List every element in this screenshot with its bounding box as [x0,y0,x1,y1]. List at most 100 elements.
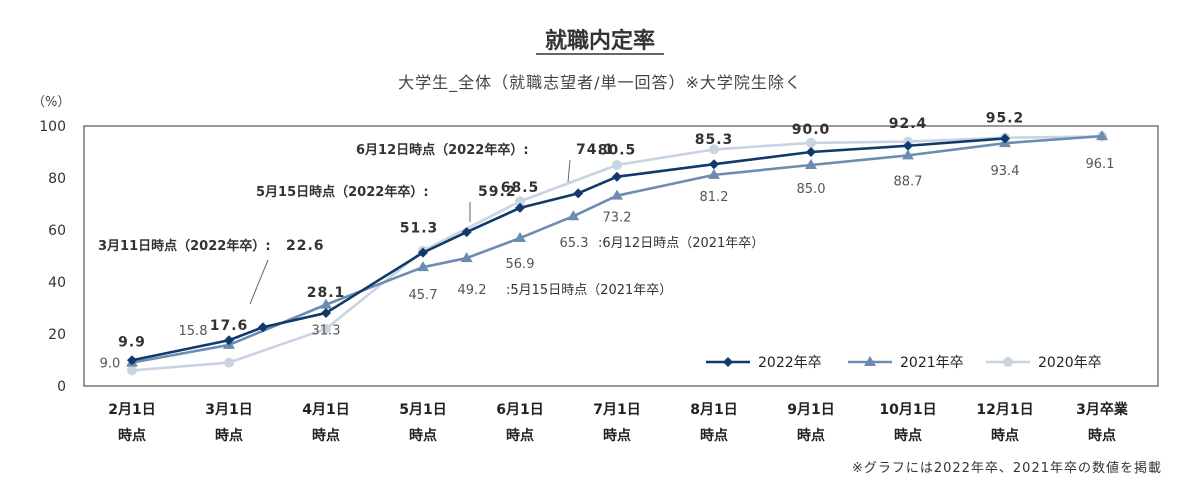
data-point-2022 [461,227,472,238]
ann-5-15-2021: 49.2 :5月15日時点（2021年卒） [458,283,673,298]
legend-marker [864,356,876,366]
y-tick-label: 60 [48,223,66,239]
data-label-2022: 28.1 [307,285,346,301]
data-label-2022: 80.5 [598,143,637,159]
annotation-text: :6月12日時点（2021年卒） [598,236,764,251]
annotation-value: 74.1 [576,142,615,158]
data-point-2022 [257,322,268,333]
legend-marker [1003,357,1013,367]
legend-marker [723,357,733,367]
annotation-value: 65.3 [560,236,589,251]
annotation-value: 59.2 [478,184,517,200]
x-tick-label-sub: 時点 [603,427,631,444]
data-point-2021 [864,356,876,366]
x-tick-label-sub: 時点 [215,427,243,444]
x-tick-label: 7月1日 [593,402,640,418]
x-tick-label-sub: 時点 [991,427,1019,444]
data-point-2022 [418,247,428,258]
y-tick-label: 80 [48,171,66,187]
data-point-2020 [127,365,137,376]
x-tick-label: 2月1日 [108,402,155,418]
x-tick-label: 12月1日 [976,402,1033,418]
data-label-2021: 93.4 [991,164,1020,179]
data-point-2020 [1003,357,1013,367]
data-label-2022: 95.2 [986,110,1025,126]
data-point-2022 [573,188,584,199]
data-point-2022 [127,355,137,366]
data-point-2021 [417,261,429,272]
x-tick-label-sub: 時点 [894,427,922,444]
y-tick-label: 100 [39,119,66,135]
x-tick-label: 8月1日 [690,402,737,418]
y-tick-label: 20 [48,327,66,343]
data-point-2020 [709,144,719,155]
x-tick-label-sub: 時点 [506,427,534,444]
data-point-2020 [612,160,622,170]
data-label-2021: 56.9 [506,257,535,272]
data-label-2022: 92.4 [889,116,928,132]
data-point-2021 [1096,130,1108,141]
data-point-2020 [224,357,234,368]
annotation-leader [249,259,269,305]
annotation-text: 5月15日時点（2022年卒）: [256,184,429,200]
data-point-2022 [321,307,331,318]
y-axis-unit: （%） [32,95,70,110]
data-label-2021: 15.8 [179,324,208,339]
legend-label: 2022年卒 [758,355,822,371]
data-label-2021: 31.3 [312,324,341,339]
x-tick-label-sub: 時点 [700,427,728,444]
legend-label: 2020年卒 [1038,355,1102,371]
annotation-text: 6月12日時点（2022年卒）: [356,142,529,158]
legend-label: 2021年卒 [900,355,964,371]
x-tick-label-sub: 時点 [118,427,146,444]
x-tick-label: 9月1日 [787,402,834,418]
chart-title: 就職内定率 [545,28,655,54]
data-point-2022 [806,147,816,157]
data-point-2021 [460,252,473,263]
data-point-2021 [708,168,720,179]
ann-6-12-2022: 6月12日時点（2022年卒）: 74.1 [356,142,615,183]
data-point-2021 [514,232,526,243]
footnote: ※グラフには2022年卒、2021年卒の数値を掲載 [852,460,1162,476]
data-label-2021: 81.2 [700,190,729,205]
x-tick-label: 6月1日 [496,402,543,418]
annotation-text: :5月15日時点（2021年卒） [506,283,672,298]
data-point-2021 [320,298,332,309]
annotation-value: 49.2 [458,283,487,298]
data-point-2020 [806,137,816,148]
data-point-2021 [611,189,623,200]
x-tick-label-sub: 時点 [797,427,825,444]
plot-frame [83,125,1159,387]
data-label-2022: 9.9 [118,334,146,350]
data-point-2022 [515,202,525,213]
data-label-2021: 85.0 [797,182,826,197]
data-label-2021: 88.7 [894,174,923,189]
data-label-2022: 68.5 [501,180,540,196]
data-label-2022: 51.3 [400,221,439,237]
annotation-value: 22.6 [286,238,325,254]
data-point-2021 [805,159,817,169]
data-label-2022: 90.0 [792,122,831,138]
x-tick-label: 4月1日 [302,402,349,418]
data-point-2022 [709,159,719,170]
x-tick-label-sub: 時点 [409,427,437,444]
chart-subtitle: 大学生_全体（就職志望者/単一回答）※大学院生除く [398,73,802,93]
data-point-2021 [567,210,580,221]
data-label-2022: 17.6 [210,318,249,334]
annotation-leader [567,159,571,183]
data-point-2021 [902,149,914,160]
data-label-2021: 73.2 [603,211,632,226]
data-label-2022: 85.3 [695,132,734,148]
ann-3-11: 3月11日時点（2022年卒）: 22.6 [98,238,325,305]
data-point-2020 [515,196,525,207]
x-tick-label: 10月1日 [879,402,936,418]
data-point-2022 [1000,133,1010,144]
data-point-2020 [321,323,331,334]
annotation-text: 3月11日時点（2022年卒）: [98,238,271,254]
series-line-2020 [131,135,1103,372]
data-label-2021: 45.7 [409,288,438,303]
x-tick-label: 3月卒業 [1076,401,1129,418]
ann-6-12-2021: 65.3 :6月12日時点（2021年卒） [560,236,765,251]
x-tick-label: 5月1日 [399,402,446,418]
